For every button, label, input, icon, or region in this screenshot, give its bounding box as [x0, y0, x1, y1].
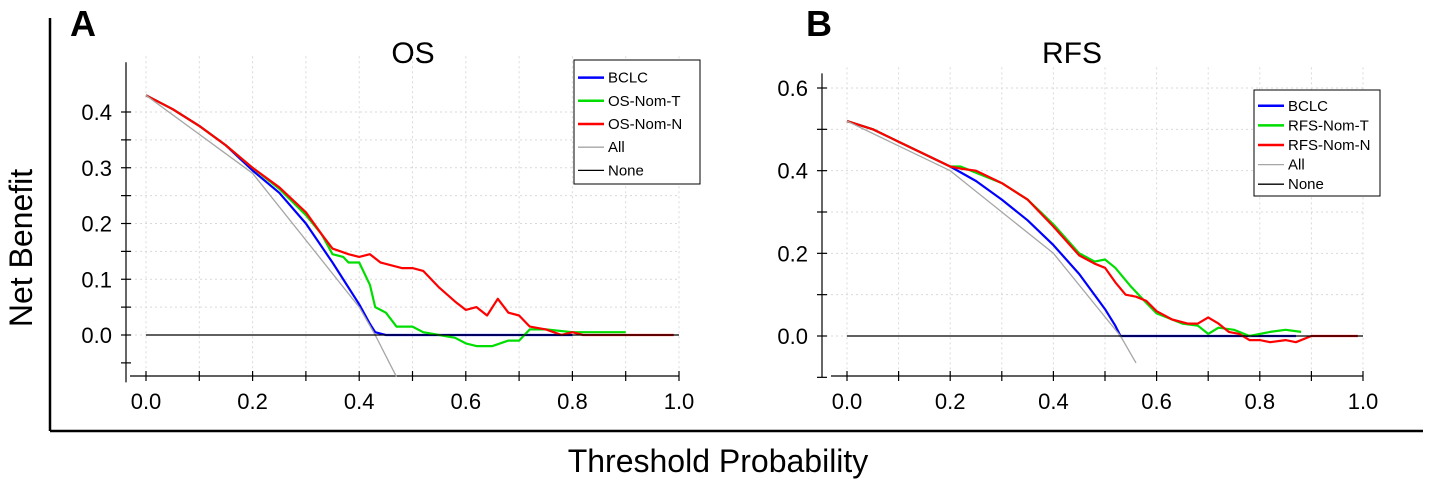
legend-box-b: [1253, 89, 1381, 197]
legend-label-os-nom-t-a: OS-Nom-T: [608, 93, 681, 110]
x-tick-label-b: 1.0: [1348, 389, 1379, 414]
legend-label-rfs-nom-n-b: RFS-Nom-N: [1288, 137, 1371, 154]
series-line-all-b: [846, 120, 1137, 364]
legend-label-rfs-nom-t-b: RFS-Nom-T: [1288, 117, 1369, 134]
legend-label-bclc-a: BCLC: [608, 70, 648, 87]
legend-label-all-b: All: [1288, 157, 1305, 174]
legend-box-a: [573, 59, 701, 185]
x-tick-label-b: 0.0: [832, 389, 863, 414]
x-tick-label-b: 0.8: [1245, 389, 1276, 414]
x-tick-label-a: 0.0: [131, 389, 162, 414]
x-tick-label-b: 0.2: [935, 389, 966, 414]
y-tick-label-a: 0.2: [81, 212, 112, 237]
y-tick-label-b: 0.4: [777, 159, 808, 184]
legend-label-all-a: All: [608, 139, 625, 156]
x-tick-label-b: 0.6: [1141, 389, 1172, 414]
axes-b: 0.0 0.2 0.4 0.6 0.0 0.2 0.4 0.6 0.8 1.0: [777, 73, 1378, 414]
panel-letter-a: A: [70, 3, 96, 44]
x-tick-label-a: 1.0: [664, 389, 695, 414]
legend-label-none-a: None: [608, 162, 644, 179]
y-tick-label-a: 0.3: [81, 156, 112, 181]
x-tick-label-a: 0.6: [451, 389, 482, 414]
x-tick-label-a: 0.4: [344, 389, 375, 414]
series-line-os-nom-n-a: [145, 94, 674, 337]
y-tick-label-b: 0.0: [777, 324, 808, 349]
y-tick-label-b: 0.6: [777, 76, 808, 101]
legend-label-os-nom-n-a: OS-Nom-N: [608, 116, 682, 133]
legend-label-none-b: None: [1288, 176, 1324, 193]
panel-letter-b: B: [806, 3, 832, 44]
x-axis-title: Threshold Probability: [568, 443, 869, 479]
x-tick-label-a: 0.8: [557, 389, 588, 414]
panel-b-rfs: B RFS 0.0 0.2 0.4 0.6 0.0 0.2 0.4 0.6 0.8 1.0 BCL…: [777, 3, 1381, 414]
y-axis-title: Net Benefit: [3, 169, 39, 327]
y-tick-label-a: 0.0: [81, 323, 112, 348]
series-line-rfs-nom-n-b: [846, 120, 1358, 344]
axes-a: 0.0 0.1 0.2 0.3 0.4 0.0 0.2 0.4 0.6 0.8 1.0: [81, 62, 694, 414]
legend-a: BCLC OS-Nom-T OS-Nom-N All None: [573, 59, 701, 185]
legend-b: BCLC RFS-Nom-T RFS-Nom-N All None: [1253, 89, 1381, 197]
x-tick-label-a: 0.2: [237, 389, 268, 414]
x-tick-label-b: 0.4: [1038, 389, 1069, 414]
series-line-all-a: [145, 94, 398, 378]
series-b: [846, 120, 1363, 364]
panel-title-rfs: RFS: [1042, 37, 1102, 70]
series-line-os-nom-t-a: [145, 94, 626, 348]
series-a: [145, 94, 679, 378]
y-tick-label-a: 0.4: [81, 100, 112, 125]
panel-a-os: A OS 0.0 0.1 0.2 0.3 0.4 0.0 0.2 0.4 0.6 0.8 1.0 B…: [70, 3, 701, 414]
legend-label-bclc-b: BCLC: [1288, 98, 1328, 115]
panel-title-os: OS: [391, 37, 434, 70]
y-tick-label-a: 0.1: [81, 267, 112, 292]
y-tick-label-b: 0.2: [777, 241, 808, 266]
